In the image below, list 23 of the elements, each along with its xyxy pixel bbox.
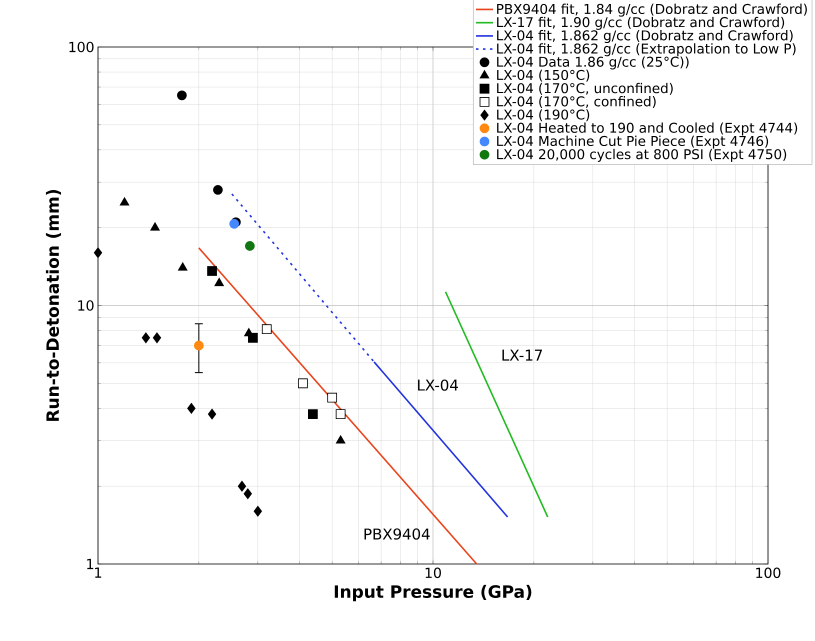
x-axis-title: Input Pressure (GPa) xyxy=(334,584,532,602)
x-tick-label: 100 xyxy=(756,568,780,578)
legend-label: LX-04 Machine Cut Pie Piece (Expt 4746) xyxy=(497,136,768,149)
y-tick-label: 10 xyxy=(78,300,94,311)
y-tick-label: 1 xyxy=(87,558,94,570)
legend-label: LX-04 Heated to 190 and Cooled (Expt 4744) xyxy=(497,122,798,136)
legend-label: LX-04 fit, 1.862 g/cc (Extrapolation to Low P) xyxy=(497,43,796,56)
legend-label: LX-04 (170°C, confined) xyxy=(497,96,656,108)
legend-label: LX-04 20,000 cycles at 800 PSI (Expt 4750) xyxy=(497,148,786,162)
y-tick-label: 100 xyxy=(69,42,94,52)
y-axis-title: Run-to-Detonation (mm) xyxy=(46,190,62,421)
legend-label: LX-17 fit, 1.90 g/cc (Dobratz and Crawford) xyxy=(497,16,784,30)
legend-label: LX-04 Data 1.86 g/cc (25°C)) xyxy=(497,56,689,70)
x-tick-label: 1 xyxy=(95,568,102,578)
legend-label: PBX9404 fit, 1.84 g/cc (Dobratz and Crawford) xyxy=(497,4,807,17)
legend-label: LX-04 (150°C) xyxy=(497,70,590,82)
annotation: LX-04 xyxy=(418,379,458,391)
legend-label: LX-04 (190°C) xyxy=(497,109,590,122)
annotation: PBX9404 xyxy=(364,528,430,540)
annotation: LX-17 xyxy=(502,350,542,361)
x-tick-label: 10 xyxy=(426,568,441,578)
legend-label: LX-04 fit, 1.862 g/cc (Dobratz and Crawford) xyxy=(497,30,793,44)
legend-label: LX-04 (170°C, unconfined) xyxy=(497,82,673,95)
